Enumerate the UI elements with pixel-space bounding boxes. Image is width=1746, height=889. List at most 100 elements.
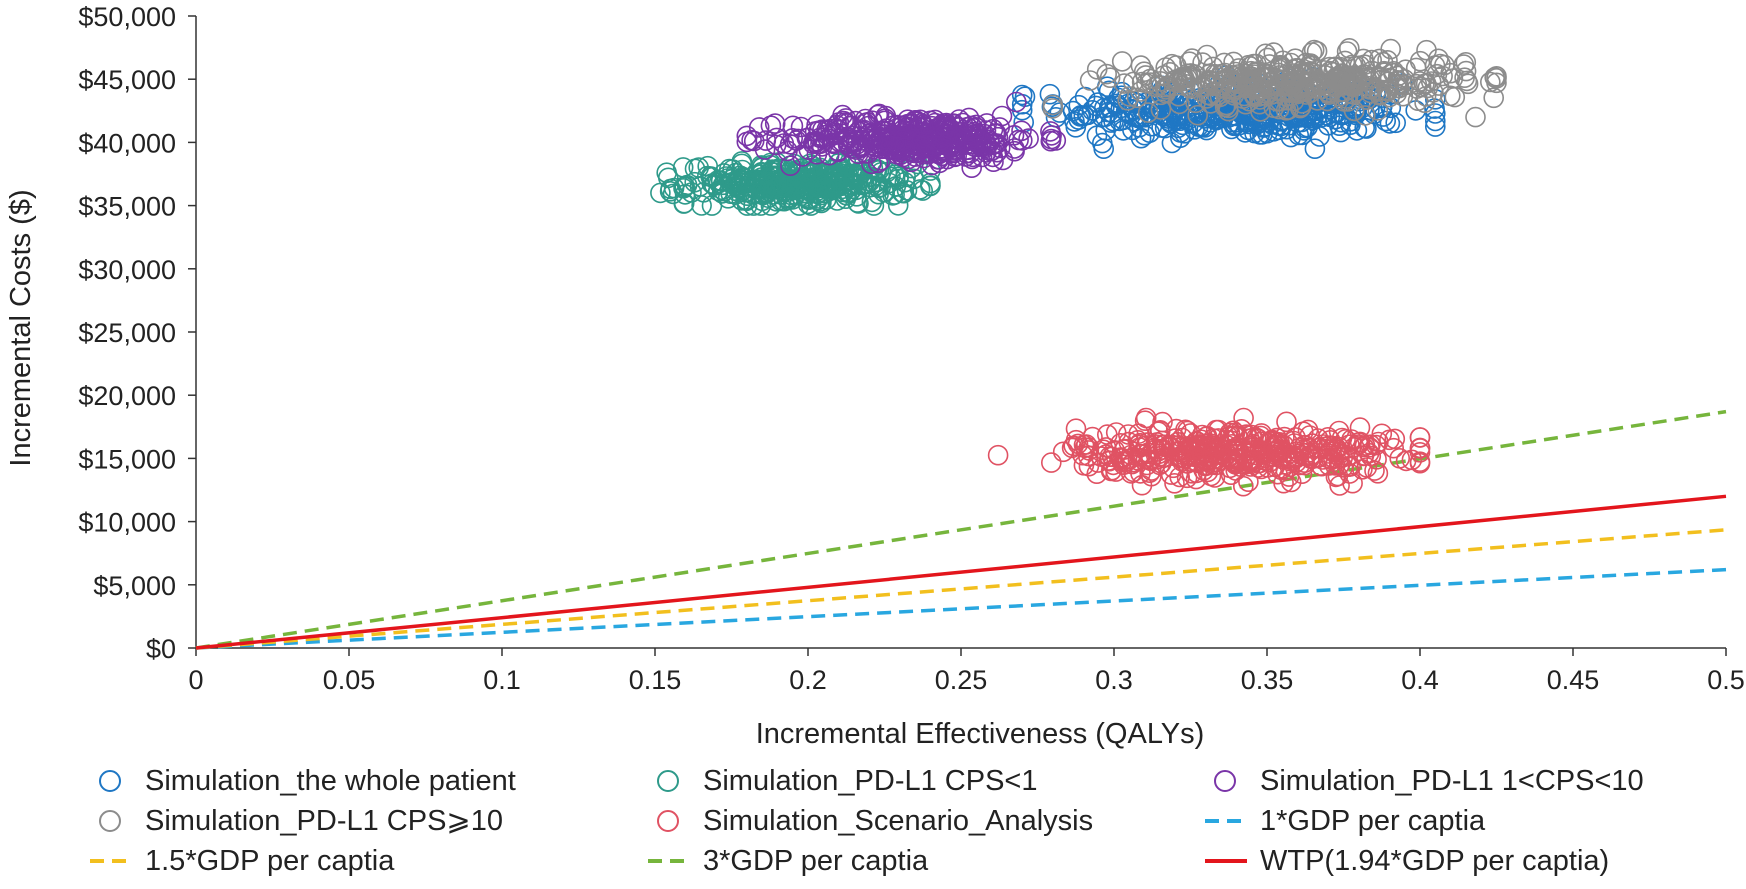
scatter-point [1078,455,1100,477]
legend-label: Simulation_Scenario_Analysis [703,805,1093,837]
scatter-point [929,152,950,174]
scatter-point [1240,451,1262,473]
scatter-point [1041,452,1062,473]
x-tick-label: 0.25 [935,665,988,695]
scatter-point [1195,455,1216,477]
scatter-point [991,105,1013,127]
scatter-point [1325,108,1346,130]
scatter-point [989,117,1011,138]
scatter-point [1151,453,1172,474]
scatter-point [1372,51,1394,73]
legend-label: Simulation_PD-L1 1<CPS<10 [1260,765,1644,797]
scatter-point [1042,94,1064,116]
scatter-point [910,116,932,138]
scatter-point [750,195,772,216]
scatter-point [764,165,786,187]
scatter-point [878,126,900,148]
scatter-point [1329,115,1350,136]
scatter-point [1486,72,1507,94]
scatter-point [1354,105,1376,126]
scatter-point [935,141,957,162]
scatter-point [736,125,758,147]
scatter-point [1181,78,1202,99]
scatter-point [763,178,785,200]
scatter-series [736,91,1067,178]
tick-labels: $0 $5,000 $10,000 $15,000 $20,000 $25,000 $30,… [78,2,1744,695]
scatter-point [1087,92,1109,113]
scatter-point [1198,64,1220,85]
scatter-point [1310,455,1332,476]
x-tick-label: 0.05 [323,665,376,695]
scatter-point [1095,437,1117,458]
scatter-point [1079,70,1101,91]
scatter-point [1225,114,1246,136]
scatter-point [1367,462,1389,484]
scatter-point [1213,52,1235,74]
scatter-point [1268,58,1289,80]
scatter-point [1077,104,1099,126]
scatter-point [1294,454,1315,476]
y-tick-label: $25,000 [78,318,176,348]
y-tick-label: $50,000 [78,2,176,32]
scatter-point [867,104,889,126]
scatter-point [827,141,849,163]
scatter-point [1395,59,1416,80]
scatter-series [987,407,1431,497]
scatter-point [1161,132,1183,154]
scatter-point [1187,104,1208,126]
scatter-point [1301,54,1322,76]
legend-item: Simulation_PD-L1 1<CPS<10 [1214,765,1644,797]
scatter-point [1221,81,1243,103]
scatter-point [1483,87,1504,109]
y-tick-label: $10,000 [78,508,176,538]
scatter-point [1190,81,1211,102]
scatter-point [1428,48,1449,70]
scatter-point [1425,116,1446,137]
scatter-point [987,444,1009,466]
scatter-point [1196,88,1218,109]
scatter-point [1086,125,1108,146]
scatter-point [1371,423,1393,445]
scatter-point [1200,93,1221,114]
scatter-point [845,110,866,132]
x-tick-label: 0.15 [629,665,682,695]
scatter-point [1283,63,1304,84]
legend-label: Simulation_PD-L1 CPS<1 [703,765,1037,797]
scatter-point [1268,98,1290,120]
scatter-point [1336,68,1358,90]
scatter-point [1225,66,1246,87]
scatter-point [1425,110,1446,132]
scatter-point [1297,419,1319,441]
scatter-point [1130,127,1152,149]
scatter-point [1379,113,1401,134]
scatter-point [744,182,765,204]
threshold-line [195,494,1727,650]
scatter-point [741,129,762,151]
scatter-point [780,155,801,176]
scatter-point [1005,91,1027,113]
scatter-point [1186,431,1208,452]
scatter-point [963,124,985,146]
scatter-point [786,160,807,181]
scatter-point [965,126,987,148]
scatter-point [1410,76,1432,98]
scatter-point [1082,426,1103,448]
scatter-point [1309,126,1330,147]
scatter-point [1187,452,1208,474]
scatter-point [832,131,853,153]
scatter-point [755,130,777,151]
scatter-point [1140,97,1162,118]
scatter-point [1011,84,1033,106]
scatter-point [807,133,828,155]
scatter-point [1065,418,1087,440]
scatter-point [874,110,896,132]
legend-item: Simulation_the whole patient [99,765,516,797]
scatter-point [1250,431,1272,453]
scatter-point [1223,51,1244,73]
scatter-point [1119,86,1140,107]
scatter-point [860,153,882,175]
y-tick-label: $45,000 [78,65,176,95]
scatter-point [708,172,730,194]
scatter-point [1191,117,1213,138]
scatter-point [1333,71,1355,93]
